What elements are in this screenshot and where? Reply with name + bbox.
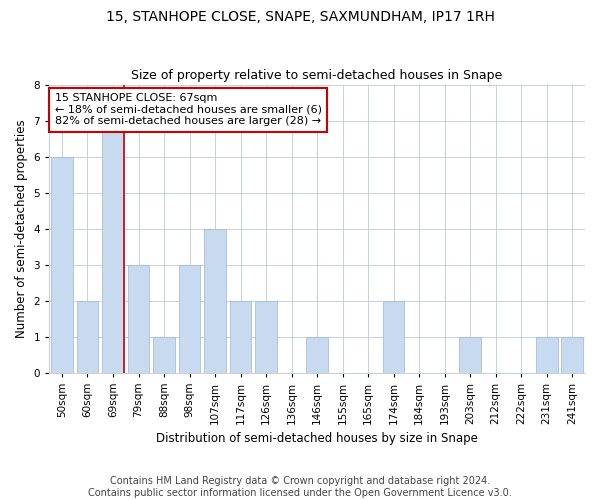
Bar bbox=[383, 300, 404, 372]
Title: Size of property relative to semi-detached houses in Snape: Size of property relative to semi-detach… bbox=[131, 69, 503, 82]
Bar bbox=[153, 336, 175, 372]
Text: 15 STANHOPE CLOSE: 67sqm
← 18% of semi-detached houses are smaller (6)
82% of se: 15 STANHOPE CLOSE: 67sqm ← 18% of semi-d… bbox=[55, 93, 322, 126]
Bar bbox=[179, 264, 200, 372]
Bar bbox=[460, 336, 481, 372]
Bar bbox=[306, 336, 328, 372]
Bar bbox=[128, 264, 149, 372]
Bar bbox=[255, 300, 277, 372]
Bar bbox=[51, 156, 73, 372]
Y-axis label: Number of semi-detached properties: Number of semi-detached properties bbox=[15, 119, 28, 338]
Bar bbox=[77, 300, 98, 372]
Bar bbox=[562, 336, 583, 372]
X-axis label: Distribution of semi-detached houses by size in Snape: Distribution of semi-detached houses by … bbox=[156, 432, 478, 445]
Text: Contains HM Land Registry data © Crown copyright and database right 2024.
Contai: Contains HM Land Registry data © Crown c… bbox=[88, 476, 512, 498]
Text: 15, STANHOPE CLOSE, SNAPE, SAXMUNDHAM, IP17 1RH: 15, STANHOPE CLOSE, SNAPE, SAXMUNDHAM, I… bbox=[106, 10, 494, 24]
Bar bbox=[102, 120, 124, 372]
Bar bbox=[204, 228, 226, 372]
Bar bbox=[536, 336, 557, 372]
Bar bbox=[230, 300, 251, 372]
